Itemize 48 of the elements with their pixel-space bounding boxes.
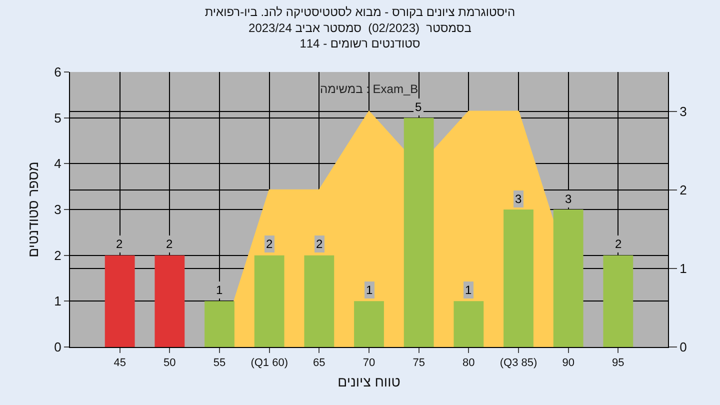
bar [553, 210, 584, 347]
y-tick-label: 2 [54, 248, 62, 263]
data-label: 1 [465, 283, 472, 297]
y-tick-label: 6 [54, 64, 62, 80]
x-tick-label: 80 [462, 357, 475, 370]
x-tick-label: 45 [114, 357, 126, 370]
y2-tick-label: 3 [680, 104, 687, 119]
bar [204, 301, 234, 347]
x-tick-label: 95 [612, 357, 624, 370]
bar [404, 118, 434, 347]
bar [154, 255, 185, 347]
data-label: 2 [116, 237, 123, 251]
data-label: 2 [615, 237, 622, 251]
data-label: 2 [316, 237, 323, 251]
x-tick-label: 50 [164, 357, 176, 370]
annotation: במשימה : Exam_B [320, 82, 418, 96]
y2-tick-label: 0 [680, 340, 687, 355]
x-tick-label: 65 [313, 357, 326, 370]
bar [504, 210, 534, 347]
y2-tick-label: 1 [680, 260, 687, 276]
y-tick-label: 4 [54, 156, 62, 172]
bar [603, 255, 634, 347]
data-label: 3 [565, 192, 572, 206]
bar [304, 255, 334, 347]
x-tick-label: (Q3 85) [500, 357, 538, 370]
y-axis-title: מספר סטודנטים [24, 162, 41, 258]
bar [104, 255, 135, 347]
x-tick-label: 90 [562, 357, 574, 370]
bar [454, 301, 484, 347]
bar [254, 255, 284, 347]
data-label: 1 [216, 283, 223, 297]
data-label: 5 [415, 100, 422, 114]
y-tick-label: 1 [54, 294, 62, 309]
x-tick-label: 55 [213, 357, 226, 370]
chart-title: היסטוגרמת ציונים בקורס - מבוא לסטטיסטיקה להנ. ביו-רפואית בסמסטר (02/2023) סמסטר אביב 2023/24 סטודנטים רשומים - 114 [204, 5, 516, 50]
x-tick-label: (Q1 60) [250, 357, 288, 370]
y-tick-label: 5 [54, 110, 62, 126]
data-label: 3 [515, 192, 522, 206]
y2-tick-label: 2 [680, 182, 687, 198]
data-label: 2 [266, 237, 273, 251]
y-tick-label: 0 [54, 340, 62, 355]
x-axis-title: טווח ציונים [338, 374, 400, 390]
data-label: 2 [166, 237, 173, 251]
x-tick-label: 70 [362, 357, 376, 370]
x-tick-label: 75 [412, 357, 425, 370]
bar [354, 301, 384, 347]
data-label: 1 [366, 283, 373, 297]
y-tick-label: 3 [54, 202, 62, 218]
